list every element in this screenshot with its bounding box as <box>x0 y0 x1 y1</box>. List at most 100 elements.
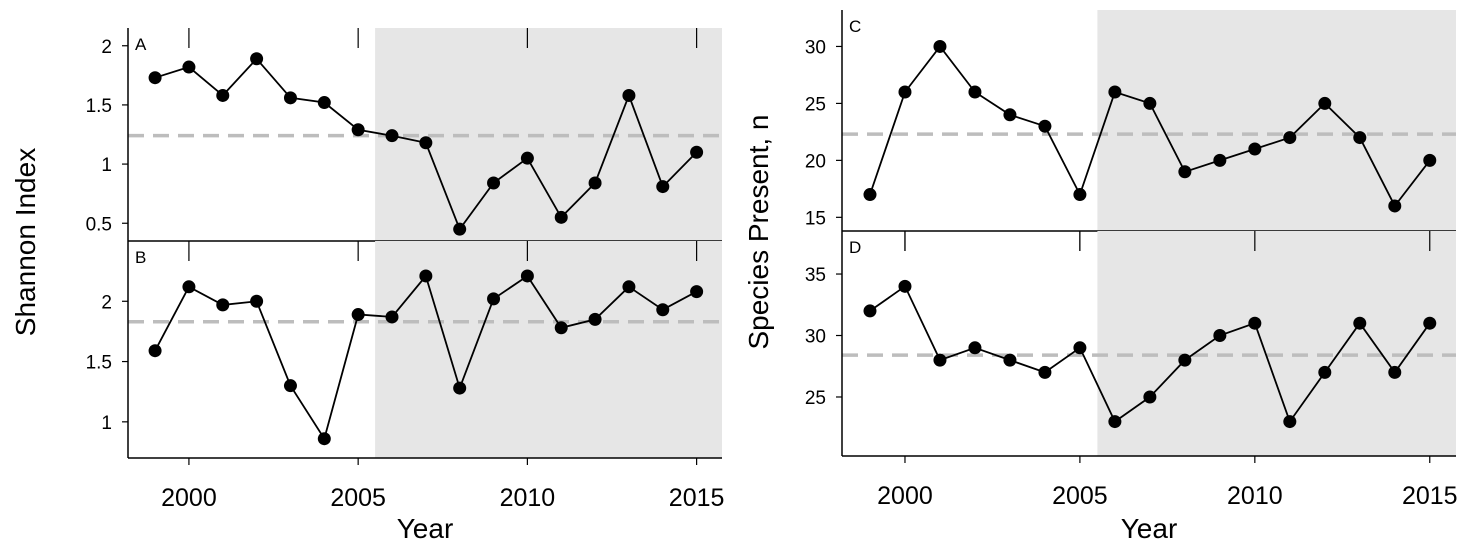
panel-c-data-point <box>1248 142 1262 156</box>
panel-b-data-point <box>554 321 568 335</box>
panel-c-data-point <box>968 85 982 99</box>
panel-a-data-point <box>520 151 534 165</box>
panel-b-data-point <box>520 269 534 283</box>
panel-d-data-point <box>1388 365 1402 379</box>
panel-d-y-tick-label: 25 <box>805 388 826 409</box>
panel-c-data-point <box>1003 108 1017 122</box>
panel-a-data-point <box>622 88 636 102</box>
panel-d-data-point <box>898 279 912 293</box>
panel-d-data-point <box>1143 390 1157 404</box>
panel-b-data-point <box>182 280 196 294</box>
panel-a-data-point <box>656 180 670 194</box>
panel-a-y-tick-label: 2 <box>101 37 112 58</box>
right-y-axis-title: Species Present, n <box>743 114 774 349</box>
panel-a-data-point <box>250 52 264 66</box>
left-x-axis-title: Year <box>397 513 454 543</box>
panel-d-data-point <box>1283 415 1297 429</box>
panel-a-letter: A <box>135 35 147 54</box>
panel-a-data-point <box>487 176 501 190</box>
panel-b-x-tick-label: 2000 <box>161 484 217 512</box>
panel-a-data-point <box>148 71 162 85</box>
panel-d: 25 30 35 2000 2005 2010 2015 D <box>805 231 1458 510</box>
panel-c-y-tick-label: 15 <box>805 208 826 229</box>
panel-c-data-point <box>898 85 912 99</box>
panel-d-data-point <box>1073 341 1087 355</box>
panel-d-data-point <box>1423 316 1437 330</box>
panel-d-y-tick-label: 35 <box>805 265 826 286</box>
panel-b-x-tick-label: 2005 <box>330 484 386 512</box>
panel-c-letter: C <box>849 17 861 36</box>
panel-b-data-point <box>453 381 467 395</box>
panel-b-data-point <box>283 379 297 393</box>
panel-b-data-point <box>656 303 670 317</box>
panel-d-data-point <box>933 353 947 367</box>
panel-d-data-point <box>1248 316 1262 330</box>
panel-c-data-point <box>1423 153 1437 167</box>
panel-d-data-point <box>968 341 982 355</box>
panel-a-y-tick-label: 0.5 <box>86 214 112 235</box>
panel-b-data-point <box>588 312 602 326</box>
panel-b-data-point <box>216 298 230 312</box>
panel-c: 15 20 25 30 C <box>805 10 1456 251</box>
right-x-axis-title: Year <box>1121 513 1178 543</box>
panel-a-data-point <box>554 210 568 224</box>
panel-d-shaded-period <box>1097 231 1456 456</box>
panel-c-data-point <box>1318 96 1332 110</box>
panel-a-y-tick-label: 1.5 <box>86 96 112 117</box>
panel-c-y-tick-label: 30 <box>805 37 826 58</box>
panel-b-y-tick-label: 2 <box>101 292 112 313</box>
panel-b: 1 1.5 2 2000 2005 2010 2015 B <box>86 241 725 512</box>
panel-d-y-tick-label: 30 <box>805 327 826 348</box>
panel-a-data-point <box>453 222 467 236</box>
panel-b-x-tick-label: 2015 <box>669 484 725 512</box>
panel-a-y-tick-label: 1 <box>101 155 112 176</box>
panel-c-y-tick-label: 20 <box>805 151 826 172</box>
panel-c-data-point <box>1038 119 1052 133</box>
panel-d-data-point <box>1003 353 1017 367</box>
panel-c-data-point <box>1143 96 1157 110</box>
left-y-axis-title: Shannon Index <box>10 148 41 336</box>
panel-d-data-point <box>863 304 877 318</box>
panel-c-data-point <box>1178 165 1192 179</box>
panel-d-data-point <box>1178 353 1192 367</box>
panel-d-data-point <box>1038 365 1052 379</box>
panel-d-data-point <box>1213 329 1227 343</box>
panel-c-data-point <box>1353 131 1367 145</box>
panel-d-letter: D <box>849 238 861 257</box>
panel-c-data-point <box>1213 153 1227 167</box>
panel-a-shaded-period <box>375 28 722 241</box>
panel-b-data-point <box>351 308 365 322</box>
panel-d-data-point <box>1318 365 1332 379</box>
panel-a-data-point <box>182 60 196 74</box>
panel-b-x-tick-label: 2010 <box>500 484 556 512</box>
panel-d-x-tick-label: 2005 <box>1052 482 1108 510</box>
panel-b-y-tick-label: 1.5 <box>86 353 112 374</box>
panel-d-x-tick-label: 2015 <box>1402 482 1458 510</box>
panel-b-y-tick-label: 1 <box>101 413 112 434</box>
panel-a-data-point <box>317 96 331 110</box>
panel-c-shaded-period <box>1097 10 1456 231</box>
panel-c-data-point <box>1283 131 1297 145</box>
panel-b-data-point <box>622 280 636 294</box>
panel-b-data-point <box>487 292 501 306</box>
panel-b-data-point <box>148 344 162 358</box>
panel-b-data-point <box>419 269 433 283</box>
panel-a-data-point <box>216 88 230 102</box>
panel-d-data-point <box>1353 316 1367 330</box>
panel-c-data-point <box>1073 188 1087 202</box>
panel-a-data-point <box>351 123 365 137</box>
panel-c-data-point <box>933 39 947 53</box>
panel-d-x-tick-label: 2000 <box>877 482 933 510</box>
panel-b-data-point <box>690 285 704 299</box>
panel-b-data-point <box>385 310 399 324</box>
panel-a-data-point <box>690 145 704 159</box>
panel-c-y-tick-label: 25 <box>805 94 826 115</box>
panel-a-data-point <box>385 129 399 143</box>
panel-c-data-point <box>1388 199 1402 213</box>
panel-d-x-tick-label: 2010 <box>1227 482 1283 510</box>
panel-c-data-point <box>1108 85 1122 99</box>
panel-b-shaded-period <box>375 241 722 458</box>
panel-b-letter: B <box>135 248 146 267</box>
panel-a: 0.5 1 1.5 2 A <box>86 28 722 242</box>
